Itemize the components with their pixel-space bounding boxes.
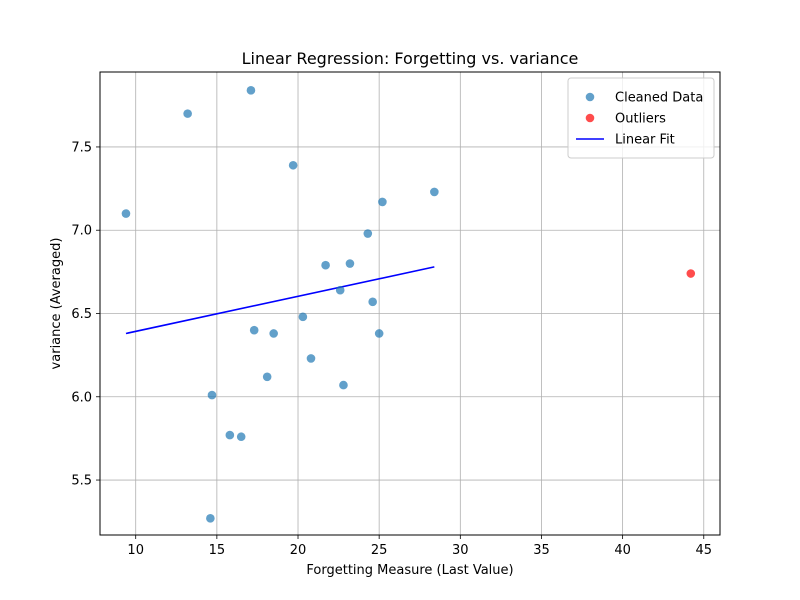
cleaned-data-point: [339, 380, 348, 390]
x-tick-label: 20: [290, 543, 307, 558]
cleaned-data-point: [269, 329, 278, 338]
x-tick-label: 15: [209, 543, 226, 558]
plot-area-frame: [99, 71, 721, 536]
x-tick-label: 30: [452, 543, 469, 558]
legend-marker-swatch: [585, 92, 595, 102]
y-tick-label: 7.5: [71, 140, 92, 155]
cleaned-data-point: [225, 430, 235, 440]
cleaned-data-point: [207, 390, 217, 400]
y-axis-label: variance (Averaged): [49, 238, 64, 370]
x-tick-label: 25: [371, 543, 388, 558]
cleaned-data-point: [368, 297, 377, 307]
y-tick-label: 5.5: [71, 474, 92, 489]
chart-title: Linear Regression: Forgetting vs. varian…: [242, 49, 579, 68]
x-axis-label: Forgetting Measure (Last Value): [306, 563, 513, 578]
y-tick-label: 7.0: [71, 224, 92, 239]
x-tick-label: 45: [695, 543, 712, 558]
cleaned-data-point: [262, 372, 272, 382]
linear-fit-line: [125, 266, 435, 335]
cleaned-data-point: [288, 160, 298, 170]
cleaned-data-point: [321, 260, 330, 270]
cleaned-data-point: [183, 109, 192, 118]
cleaned-data-point: [298, 312, 308, 322]
fit-line-layer: [125, 266, 435, 335]
cleaned-data-point: [236, 432, 246, 442]
legend-marker-swatch: [585, 113, 595, 123]
data-points: [121, 86, 696, 523]
cleaned-data-point: [374, 329, 384, 338]
cleaned-data-point: [378, 197, 387, 207]
cleaned-data-point: [363, 229, 373, 238]
legend-label: Outliers: [615, 112, 666, 127]
x-tick-label: 35: [533, 543, 550, 558]
legend-label: Cleaned Data: [615, 91, 703, 106]
y-tick-label: 6.0: [71, 390, 92, 405]
cleaned-data-point: [206, 514, 215, 523]
axis-ticks: 10 15 20 25 30 35 40 45 5.5 6.0 6.5 7.0 7.5: [71, 140, 712, 558]
legend: Cleaned Data Outliers Linear Fit: [567, 77, 715, 159]
cleaned-data-point: [121, 209, 131, 218]
outlier-point: [686, 269, 696, 278]
cleaned-data-point: [306, 354, 316, 363]
cleaned-data-point: [335, 285, 345, 295]
legend-label: Linear Fit: [615, 133, 675, 148]
x-tick-label: 40: [614, 543, 631, 558]
cleaned-data-point: [430, 187, 439, 197]
cleaned-data-point: [345, 259, 355, 268]
legend-box: [567, 77, 715, 159]
cleaned-data-point: [246, 86, 256, 95]
x-tick-label: 10: [127, 543, 144, 558]
y-tick-label: 6.5: [71, 307, 92, 322]
cleaned-data-point: [249, 325, 259, 335]
